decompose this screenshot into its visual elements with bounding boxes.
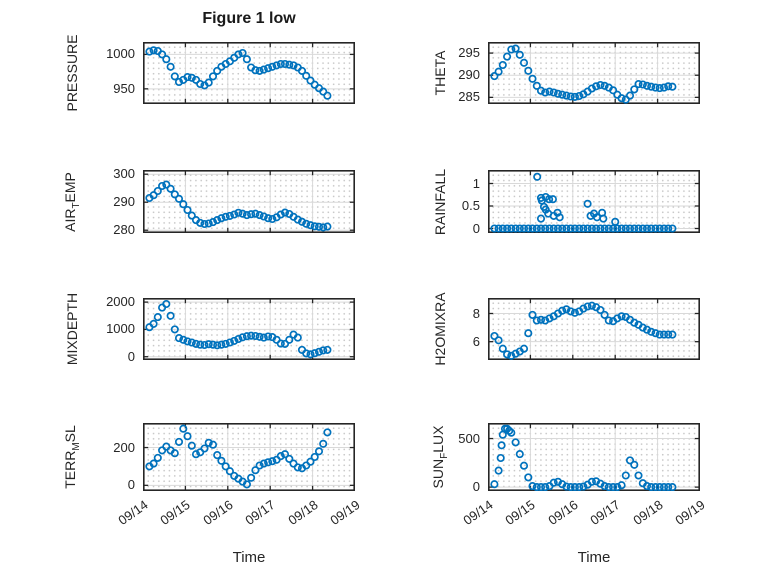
scatter-plot-rainfall [488,170,700,233]
y-tick-label-pressure: 950 [113,80,135,96]
scatter-plot-mixdepth [143,298,355,360]
scatter-plot-terr-msl [143,423,355,491]
y-axis-label-part: TERR [62,450,79,489]
x-tick-label-09-19: 09/19 [327,497,363,528]
x-tick-label-09-14: 09/14 [115,497,151,528]
y-tick-label-rainfall: 0 [472,220,480,236]
data-markers-mixdepth [145,299,332,359]
y-axis-label-part: EMP [62,171,79,202]
y-axis-label-part: H2OMIXRA [432,292,448,366]
x-tick-label-09-18: 09/18 [629,497,666,528]
scatter-plot-sun-flux [488,423,700,491]
plot-area-air-temp [143,170,355,233]
data-markers-h2omixra [490,301,677,360]
y-tick-label-rainfall: 1 [472,175,480,191]
y-tick-label-mixdepth: 2000 [106,294,135,310]
y-axis-label-terr-msl: TERRMSL [62,425,82,489]
y-tick-label-mixdepth: 1000 [106,321,135,337]
x-tick-label-09-17: 09/17 [587,497,623,528]
plot-area-h2omixra [488,298,700,360]
x-tick-label-09-14: 09/14 [460,497,496,528]
scatter-plot-air-temp [143,170,355,233]
data-markers-terr-msl [145,424,332,489]
y-axis-label-part: LUX [430,425,447,453]
y-tick-label-theta: 285 [458,89,480,105]
y-axis-label-part: THETA [432,50,448,96]
y-tick-label-air-temp: 290 [113,194,135,210]
x-tick-label-09-16: 09/16 [545,497,581,528]
y-axis-label-sun-flux: SUNFLUX [430,426,450,489]
y-axis-label-part: M [70,442,82,451]
data-markers-sun-flux [490,424,677,491]
data-markers-theta [490,44,677,104]
y-axis-label-pressure: PRESSURE [64,34,80,111]
y-axis-label-theta: THETA [432,51,448,96]
y-tick-label-rainfall: 0.5 [461,198,480,213]
x-tick-label-09-19: 09/19 [672,497,708,528]
y-tick-label-terr-msl: 200 [113,439,135,455]
y-tick-label-air-temp: 300 [113,166,135,182]
x-axis-label-left: Time [232,549,266,566]
y-axis-label-rainfall: RAINFALL [432,168,448,234]
x-axis-label-right: Time [577,549,611,566]
x-tick-label-09-16: 09/16 [200,497,236,528]
y-tick-label-mixdepth: 0 [127,348,135,364]
plot-area-theta [488,42,700,104]
y-axis-label-h2omixra: H2OMIXRA [432,292,448,365]
y-tick-label-theta: 290 [458,67,480,83]
y-tick-label-terr-msl: 0 [127,477,135,493]
plot-area-pressure [143,42,355,104]
y-axis-label-mixdepth: MIXDEPTH [64,293,80,365]
y-axis-label-air-temp: AIRTEMP [62,172,82,232]
plot-area-rainfall [488,170,700,233]
data-markers-pressure [145,46,332,100]
y-axis-label-part: RAINFALL [432,168,448,235]
plot-area-sun-flux [488,423,700,491]
scatter-plot-theta [488,42,700,104]
plot-area-mixdepth [143,298,355,360]
scatter-plot-h2omixra [488,298,700,360]
y-tick-label-theta: 295 [458,45,480,61]
y-tick-label-air-temp: 280 [113,222,135,238]
x-tick-label-09-15: 09/15 [502,497,538,528]
y-axis-label-part: SL [62,425,79,443]
x-tick-label-09-18: 09/18 [284,497,321,528]
data-markers-air-temp [145,180,332,232]
y-tick-label-sun-flux: 0 [472,479,480,495]
data-markers-rainfall [490,172,677,233]
y-axis-label-part: PRESSURE [64,34,80,112]
y-tick-label-h2omixra: 8 [472,305,480,321]
y-axis-label-part: MIXDEPTH [64,292,80,366]
y-tick-label-h2omixra: 6 [472,333,480,349]
y-tick-label-pressure: 1000 [106,46,135,62]
x-tick-label-09-17: 09/17 [242,497,278,528]
y-tick-label-sun-flux: 500 [458,430,480,446]
plot-area-terr-msl [143,423,355,491]
y-axis-label-part: AIR [62,208,79,232]
scatter-plot-pressure [143,42,355,104]
x-tick-label-09-15: 09/15 [157,497,193,528]
y-axis-label-part: SUN [430,458,447,489]
y-axis-label-part: F [438,452,450,459]
figure-title: Figure 1 low [202,10,296,27]
